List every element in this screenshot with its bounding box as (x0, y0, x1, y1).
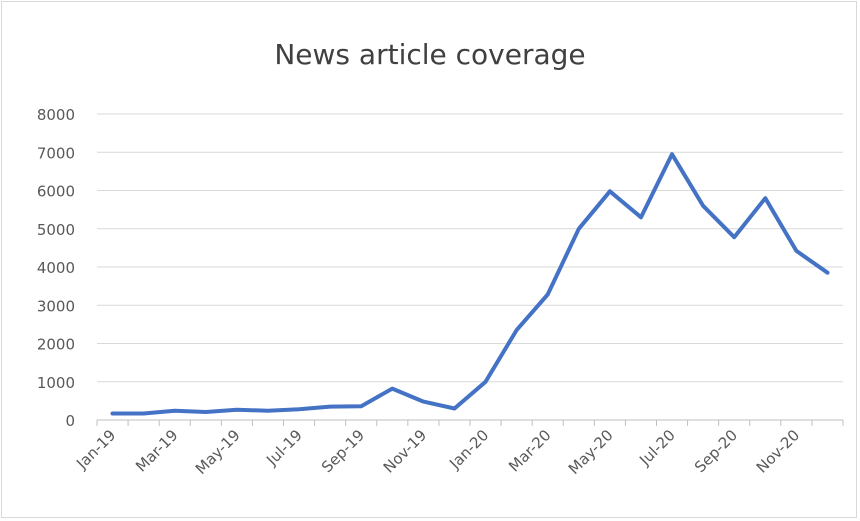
x-tick-label: May-19 (192, 426, 244, 478)
gridlines (97, 113, 843, 383)
x-tick-label: May-20 (565, 426, 617, 478)
x-tick-label: Jul-19 (262, 426, 306, 470)
x-tick-label: Sep-19 (318, 426, 368, 476)
y-tick-label: 7000 (37, 144, 75, 162)
x-axis (96, 419, 844, 426)
x-axis-tick-labels: Jan-19 Mar-19 May-19 Jul-19 Sep-19 Nov-19 Jan-… (72, 426, 803, 478)
x-tick-label: Mar-20 (505, 426, 554, 475)
y-tick-label: 8000 (37, 106, 75, 124)
y-tick-label: 0 (65, 412, 75, 430)
x-tick-label: Sep-20 (691, 426, 741, 476)
x-tick-label: Mar-19 (132, 426, 181, 475)
y-tick-label: 1000 (37, 374, 75, 392)
y-tick-label: 5000 (37, 221, 75, 239)
y-tick-label: 4000 (37, 259, 75, 277)
x-tick-label: Nov-20 (753, 426, 803, 476)
chart-title: News article coverage (274, 38, 586, 71)
series-group (110, 152, 830, 416)
x-tick-label: Jul-20 (635, 426, 679, 470)
y-tick-label: 2000 (37, 336, 75, 354)
x-tick-label: Jan-20 (445, 426, 492, 473)
x-tick-label: Jan-19 (72, 426, 119, 473)
y-axis-tick-labels: 0 1000 2000 3000 4000 5000 6000 7000 8000 (37, 106, 75, 430)
x-tick-label: Nov-19 (380, 426, 430, 476)
y-tick-label: 3000 (37, 297, 75, 315)
series-line (110, 152, 830, 416)
y-tick-label: 6000 (37, 183, 75, 201)
